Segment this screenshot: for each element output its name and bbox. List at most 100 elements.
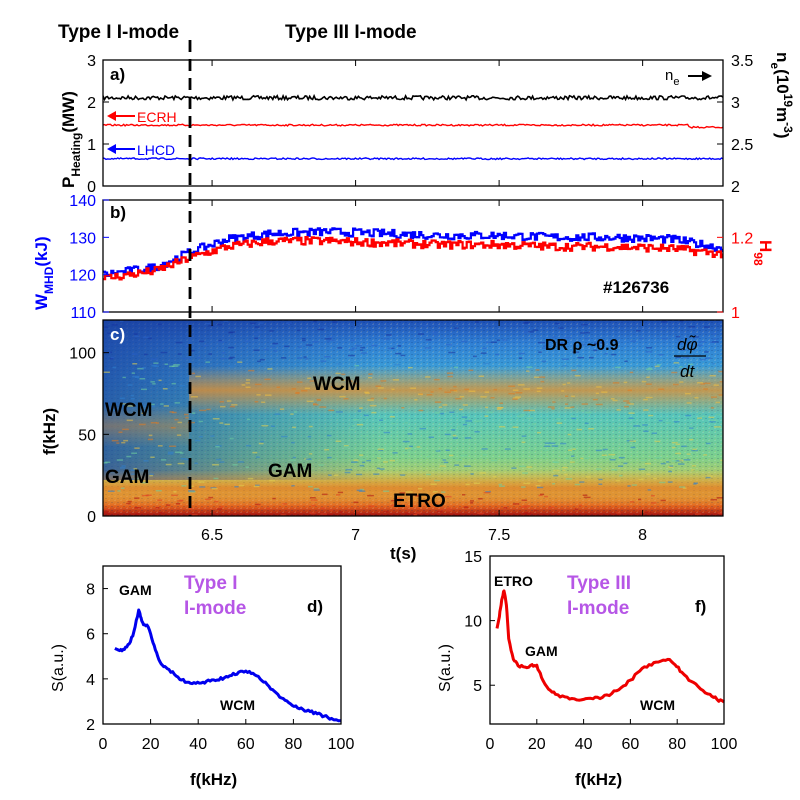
spectrogram-speckle xyxy=(358,514,364,516)
panel-a-left-tick-label: 0 xyxy=(87,179,96,196)
spectrogram-speckle xyxy=(687,368,694,371)
spectrogram-speckle xyxy=(693,483,697,485)
spectrogram-speckle xyxy=(196,356,202,359)
spectrogram-speckle xyxy=(203,344,209,347)
spectrogram-speckle xyxy=(234,486,239,488)
spectrogram-speckle xyxy=(679,320,684,322)
spectrogram-speckle xyxy=(112,332,118,334)
spectrogram-speckle xyxy=(675,452,681,455)
spectrogram-speckle xyxy=(296,391,300,394)
spectrogram-speckle xyxy=(644,511,652,513)
spectrogram-speckle xyxy=(317,328,325,331)
spectrogram-speckle xyxy=(585,411,592,414)
spectrogram-speckle xyxy=(572,351,580,353)
spectrogram-speckle xyxy=(327,377,332,379)
spectrogram-speckle xyxy=(271,425,275,427)
spectrogram-speckle xyxy=(343,445,349,447)
spectrogram-speckle xyxy=(456,459,463,461)
spectrogram-speckle xyxy=(425,376,431,378)
panel-d-ytick-label: 4 xyxy=(86,672,95,689)
spectrogram-speckle xyxy=(247,477,254,480)
spectrogram-speckle xyxy=(133,333,138,335)
spectrogram-speckle xyxy=(173,491,177,493)
spectrogram-speckle xyxy=(134,447,140,449)
spectrogram-speckle xyxy=(544,442,551,444)
spectrogram-speckle xyxy=(685,374,692,377)
spectrogram-speckle xyxy=(582,494,588,496)
spectrogram-speckle xyxy=(565,395,569,397)
spectrogram-speckle xyxy=(551,445,559,447)
spectrogram-speckle xyxy=(646,376,650,378)
spectrogram-speckle xyxy=(355,387,360,389)
spectrogram-speckle xyxy=(337,491,344,494)
spectrogram-features xyxy=(103,320,723,516)
spectrogram-speckle xyxy=(463,506,469,508)
panel-f: 0 20 40 60 80 100 5 10 15 f) Type III I-mode ET… xyxy=(437,549,737,789)
spectrogram-speckle xyxy=(334,474,339,477)
spectrogram-speckle xyxy=(405,512,409,515)
spectrogram-speckle xyxy=(718,394,723,396)
spectrogram-speckle xyxy=(198,420,203,423)
spectrogram-speckle xyxy=(521,435,527,437)
spectrogram-speckle xyxy=(451,429,456,431)
spectrogram-speckle xyxy=(157,323,162,326)
spectrogram-speckle xyxy=(562,383,566,386)
spectrogram-speckle xyxy=(558,343,564,345)
spectrogram-speckle xyxy=(267,368,273,370)
spectrogram-speckle xyxy=(615,366,621,369)
spectrogram-speckle xyxy=(651,502,657,504)
spectrogram-speckle xyxy=(132,363,138,365)
spectrogram-speckle xyxy=(305,358,309,360)
spectrogram-speckle xyxy=(376,467,381,469)
spectrogram-speckle xyxy=(703,388,708,390)
spectrogram-speckle xyxy=(628,403,634,405)
spectrogram-speckle xyxy=(705,442,711,445)
spectrogram-speckle xyxy=(416,446,421,448)
spectrogram-speckle xyxy=(105,509,110,511)
spectrogram-speckle xyxy=(130,398,135,400)
time-tick-label: 7.5 xyxy=(488,527,510,544)
spectrogram-speckle xyxy=(237,461,244,463)
panel-b-left-tick-label: 130 xyxy=(69,230,96,247)
spectrogram-speckle xyxy=(598,483,603,485)
spectrogram-speckle xyxy=(659,481,666,484)
spectrogram-speckle xyxy=(522,512,528,515)
spectrogram-speckle xyxy=(386,334,392,336)
spectrogram-speckle xyxy=(152,383,156,385)
spectrogram-speckle xyxy=(459,408,464,411)
panel-d-xlabel: f(kHz) xyxy=(190,770,237,789)
spectrogram-speckle xyxy=(496,407,504,409)
spectrogram-speckle xyxy=(456,514,461,516)
spectrogram-speckle xyxy=(134,335,139,337)
spectrogram-speckle xyxy=(130,394,134,397)
spectrogram-speckle xyxy=(689,438,694,441)
spectrogram-speckle xyxy=(131,452,138,454)
spectrogram-speckle xyxy=(198,481,205,483)
spectrogram-speckle xyxy=(111,324,118,326)
spectrogram-speckle xyxy=(414,495,420,497)
spectrogram-speckle xyxy=(578,504,583,507)
spectrogram-speckle xyxy=(434,401,442,403)
spectrogram-speckle xyxy=(446,509,452,512)
panel-d-xtick-label: 80 xyxy=(285,736,303,753)
spectrogram-speckle xyxy=(513,503,520,505)
spectrogram-speckle xyxy=(157,445,163,447)
spectrogram-speckle xyxy=(521,441,526,443)
spectrogram-speckle xyxy=(456,425,461,428)
spectrogram-speckle xyxy=(269,330,274,332)
spectrogram-speckle xyxy=(261,401,266,403)
spectrogram-speckle xyxy=(564,407,571,409)
spectrogram-speckle xyxy=(380,380,387,382)
spectrogram-speckle xyxy=(535,369,540,371)
spectrogram-speckle xyxy=(373,473,380,475)
spectrogram-speckle xyxy=(581,403,589,405)
spectrogram-speckle xyxy=(699,358,706,361)
series-n-e xyxy=(103,93,723,102)
spectrogram-speckle xyxy=(562,466,568,469)
spectrogram-speckle xyxy=(480,396,487,398)
spectrogram-speckle xyxy=(598,478,603,481)
spectrogram-speckle xyxy=(126,455,132,458)
spectrogram-speckle xyxy=(352,347,358,349)
spectrogram-speckle xyxy=(710,407,715,409)
